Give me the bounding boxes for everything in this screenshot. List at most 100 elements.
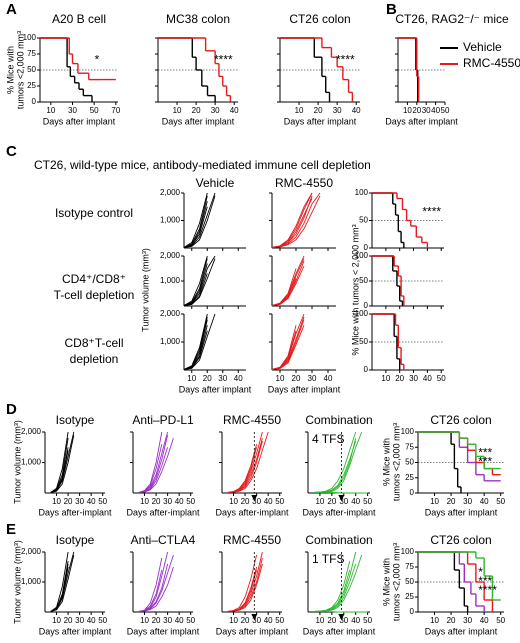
- tumor-growth-line: [50, 450, 69, 493]
- x-tick-label: 70: [111, 106, 120, 115]
- x-tick-label: 10: [430, 497, 439, 506]
- y-axis-label: tumors <2,000 mm³: [15, 31, 25, 109]
- x-axis-label: Days after implant: [303, 626, 376, 636]
- chart-title: Combination: [305, 533, 372, 547]
- y-tick-label: 50: [359, 337, 368, 346]
- row-label: T-cell depletion: [54, 288, 135, 302]
- y-tick-label: 2,000: [160, 188, 181, 197]
- y-tick-label: 1,000: [160, 216, 181, 225]
- y-tick-label: 25: [405, 473, 414, 482]
- y-tick-label: 100: [23, 33, 37, 42]
- y-tick-label: 50: [405, 577, 414, 586]
- significance-stars: ***: [478, 455, 492, 469]
- x-axis-label: Days after-implant: [126, 507, 200, 517]
- x-tick-label: 50: [441, 106, 450, 115]
- y-tick-label: 1,000: [160, 276, 181, 285]
- chart-title: CT26 colon: [430, 533, 491, 547]
- row-label: CD8⁺T-cell: [64, 336, 123, 350]
- chart-title: Combination: [305, 413, 372, 427]
- tumor-growth-line: [227, 431, 263, 493]
- treatment-arrow: [251, 614, 258, 620]
- x-tick-label: 40: [264, 616, 273, 625]
- tumor-growth-line: [183, 263, 208, 306]
- x-tick-label: 30: [339, 616, 348, 625]
- y-tick-label: 2,000: [21, 427, 42, 436]
- x-tick-label: 30: [163, 616, 172, 625]
- tumor-growth-line: [313, 569, 351, 612]
- tumor-growth-line: [271, 192, 313, 248]
- y-axis-label: Tumor volume (mm³): [12, 540, 22, 624]
- x-axis-label: Days after implant: [385, 116, 458, 126]
- x-tick-label: 20: [447, 616, 456, 625]
- x-tick-label: 20: [64, 616, 73, 625]
- tumor-growth-line: [271, 198, 313, 248]
- x-axis-label: Days after implant: [284, 116, 357, 126]
- significance-stars: ***: [478, 574, 492, 588]
- tumor-growth-line: [50, 438, 69, 493]
- tumor-growth-line: [183, 325, 208, 370]
- row-label: CD4⁺/CD8⁺: [62, 272, 126, 286]
- x-axis-label: Days after implant: [43, 116, 116, 126]
- y-tick-label: 50: [359, 216, 368, 225]
- tumor-growth-line: [50, 566, 69, 612]
- tumor-growth-line: [50, 551, 75, 612]
- row-label: Isotype control: [55, 206, 133, 220]
- y-tick-label: 25: [405, 592, 414, 601]
- x-tick-label: 40: [431, 106, 440, 115]
- x-tick-label: 50: [496, 497, 505, 506]
- legend-label: RMC-4550: [463, 56, 520, 70]
- chart-title: RMC-4550: [275, 176, 333, 190]
- tumor-growth-line: [227, 569, 258, 612]
- x-tick-label: 30: [163, 497, 172, 506]
- x-tick-label: 30: [211, 106, 220, 115]
- x-tick-label: 40: [234, 374, 243, 383]
- x-axis-label: Days after-implant: [38, 507, 112, 517]
- y-tick-label: 0: [410, 607, 415, 616]
- chart-title: CT26 colon: [430, 413, 491, 427]
- x-tick-label: 50: [275, 616, 284, 625]
- x-axis-label: Days after-implant: [302, 507, 376, 517]
- chart-title: CT26, RAG2⁻/⁻ mice: [395, 12, 509, 26]
- x-tick-label: 20: [241, 616, 250, 625]
- x-tick-label: 10: [381, 374, 390, 383]
- tumor-growth-line: [50, 551, 69, 612]
- y-tick-label: 75: [405, 562, 414, 571]
- x-tick-label: 10: [430, 616, 439, 625]
- x-tick-label: 40: [230, 106, 239, 115]
- x-tick-label: 40: [175, 497, 184, 506]
- x-tick-label: 40: [264, 497, 273, 506]
- y-tick-label: 100: [401, 547, 415, 556]
- x-tick-label: 20: [152, 616, 161, 625]
- x-tick-label: 50: [186, 497, 195, 506]
- y-axis-label: Tumor volume (mm³): [140, 248, 150, 332]
- panel-label: C: [6, 143, 17, 160]
- x-tick-label: 30: [75, 616, 84, 625]
- y-tick-label: 50: [27, 65, 36, 74]
- x-tick-label: 20: [152, 497, 161, 506]
- x-tick-label: 40: [351, 616, 360, 625]
- chart-title: Anti–PD-L1: [132, 413, 194, 427]
- chart-title: CT26 colon: [289, 12, 350, 26]
- tumor-growth-line: [183, 255, 208, 306]
- significance-stars: *: [478, 565, 483, 579]
- x-tick-label: 10: [315, 616, 324, 625]
- x-tick-label: 30: [308, 374, 317, 383]
- x-tick-label: 10: [295, 106, 304, 115]
- tumor-growth-line: [271, 330, 297, 370]
- x-tick-label: 20: [447, 497, 456, 506]
- x-tick-label: 50: [275, 497, 284, 506]
- y-tick-label: 75: [27, 49, 36, 58]
- x-tick-label: 30: [409, 374, 418, 383]
- x-tick-label: 30: [218, 374, 227, 383]
- y-tick-label: 100: [401, 427, 415, 436]
- tumor-growth-line: [50, 554, 75, 612]
- x-tick-label: 10: [140, 497, 149, 506]
- x-tick-label: 10: [187, 374, 196, 383]
- panel-label: B: [386, 1, 397, 18]
- x-tick-label: 40: [480, 616, 489, 625]
- x-tick-label: 30: [75, 497, 84, 506]
- x-tick-label: 40: [351, 497, 360, 506]
- x-tick-label: 20: [292, 374, 301, 383]
- x-tick-label: 40: [324, 374, 333, 383]
- x-tick-label: 40: [352, 106, 361, 115]
